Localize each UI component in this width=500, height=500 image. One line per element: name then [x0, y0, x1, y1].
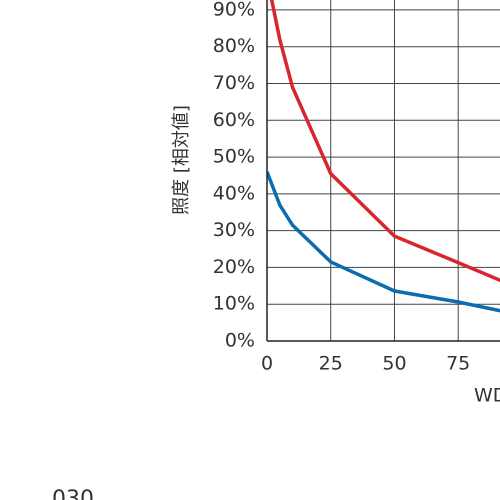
- y-tick-label: 30%: [213, 219, 255, 241]
- page-number: 030: [52, 487, 94, 500]
- x-tick-label: 75: [446, 353, 470, 375]
- y-tick-label: 90%: [213, 0, 255, 20]
- y-tick-label: 60%: [213, 109, 255, 131]
- x-tick-label: 50: [382, 353, 406, 375]
- line-series: [269, 0, 500, 283]
- x-tick-label: 25: [319, 353, 343, 375]
- line-series: [267, 171, 500, 313]
- x-tick-label: 0: [261, 353, 273, 375]
- x-axis-label: WD: [474, 385, 500, 407]
- y-tick-label: 70%: [213, 72, 255, 94]
- y-tick-label: 20%: [213, 256, 255, 278]
- plot-area: [267, 0, 500, 341]
- y-axis-label: 照度 [相対値]: [171, 105, 192, 215]
- y-tick-label: 10%: [213, 293, 255, 315]
- y-tick-label: 0%: [225, 330, 255, 352]
- y-tick-label: 50%: [213, 146, 255, 168]
- y-tick-label: 40%: [213, 182, 255, 204]
- y-tick-label: 80%: [213, 35, 255, 57]
